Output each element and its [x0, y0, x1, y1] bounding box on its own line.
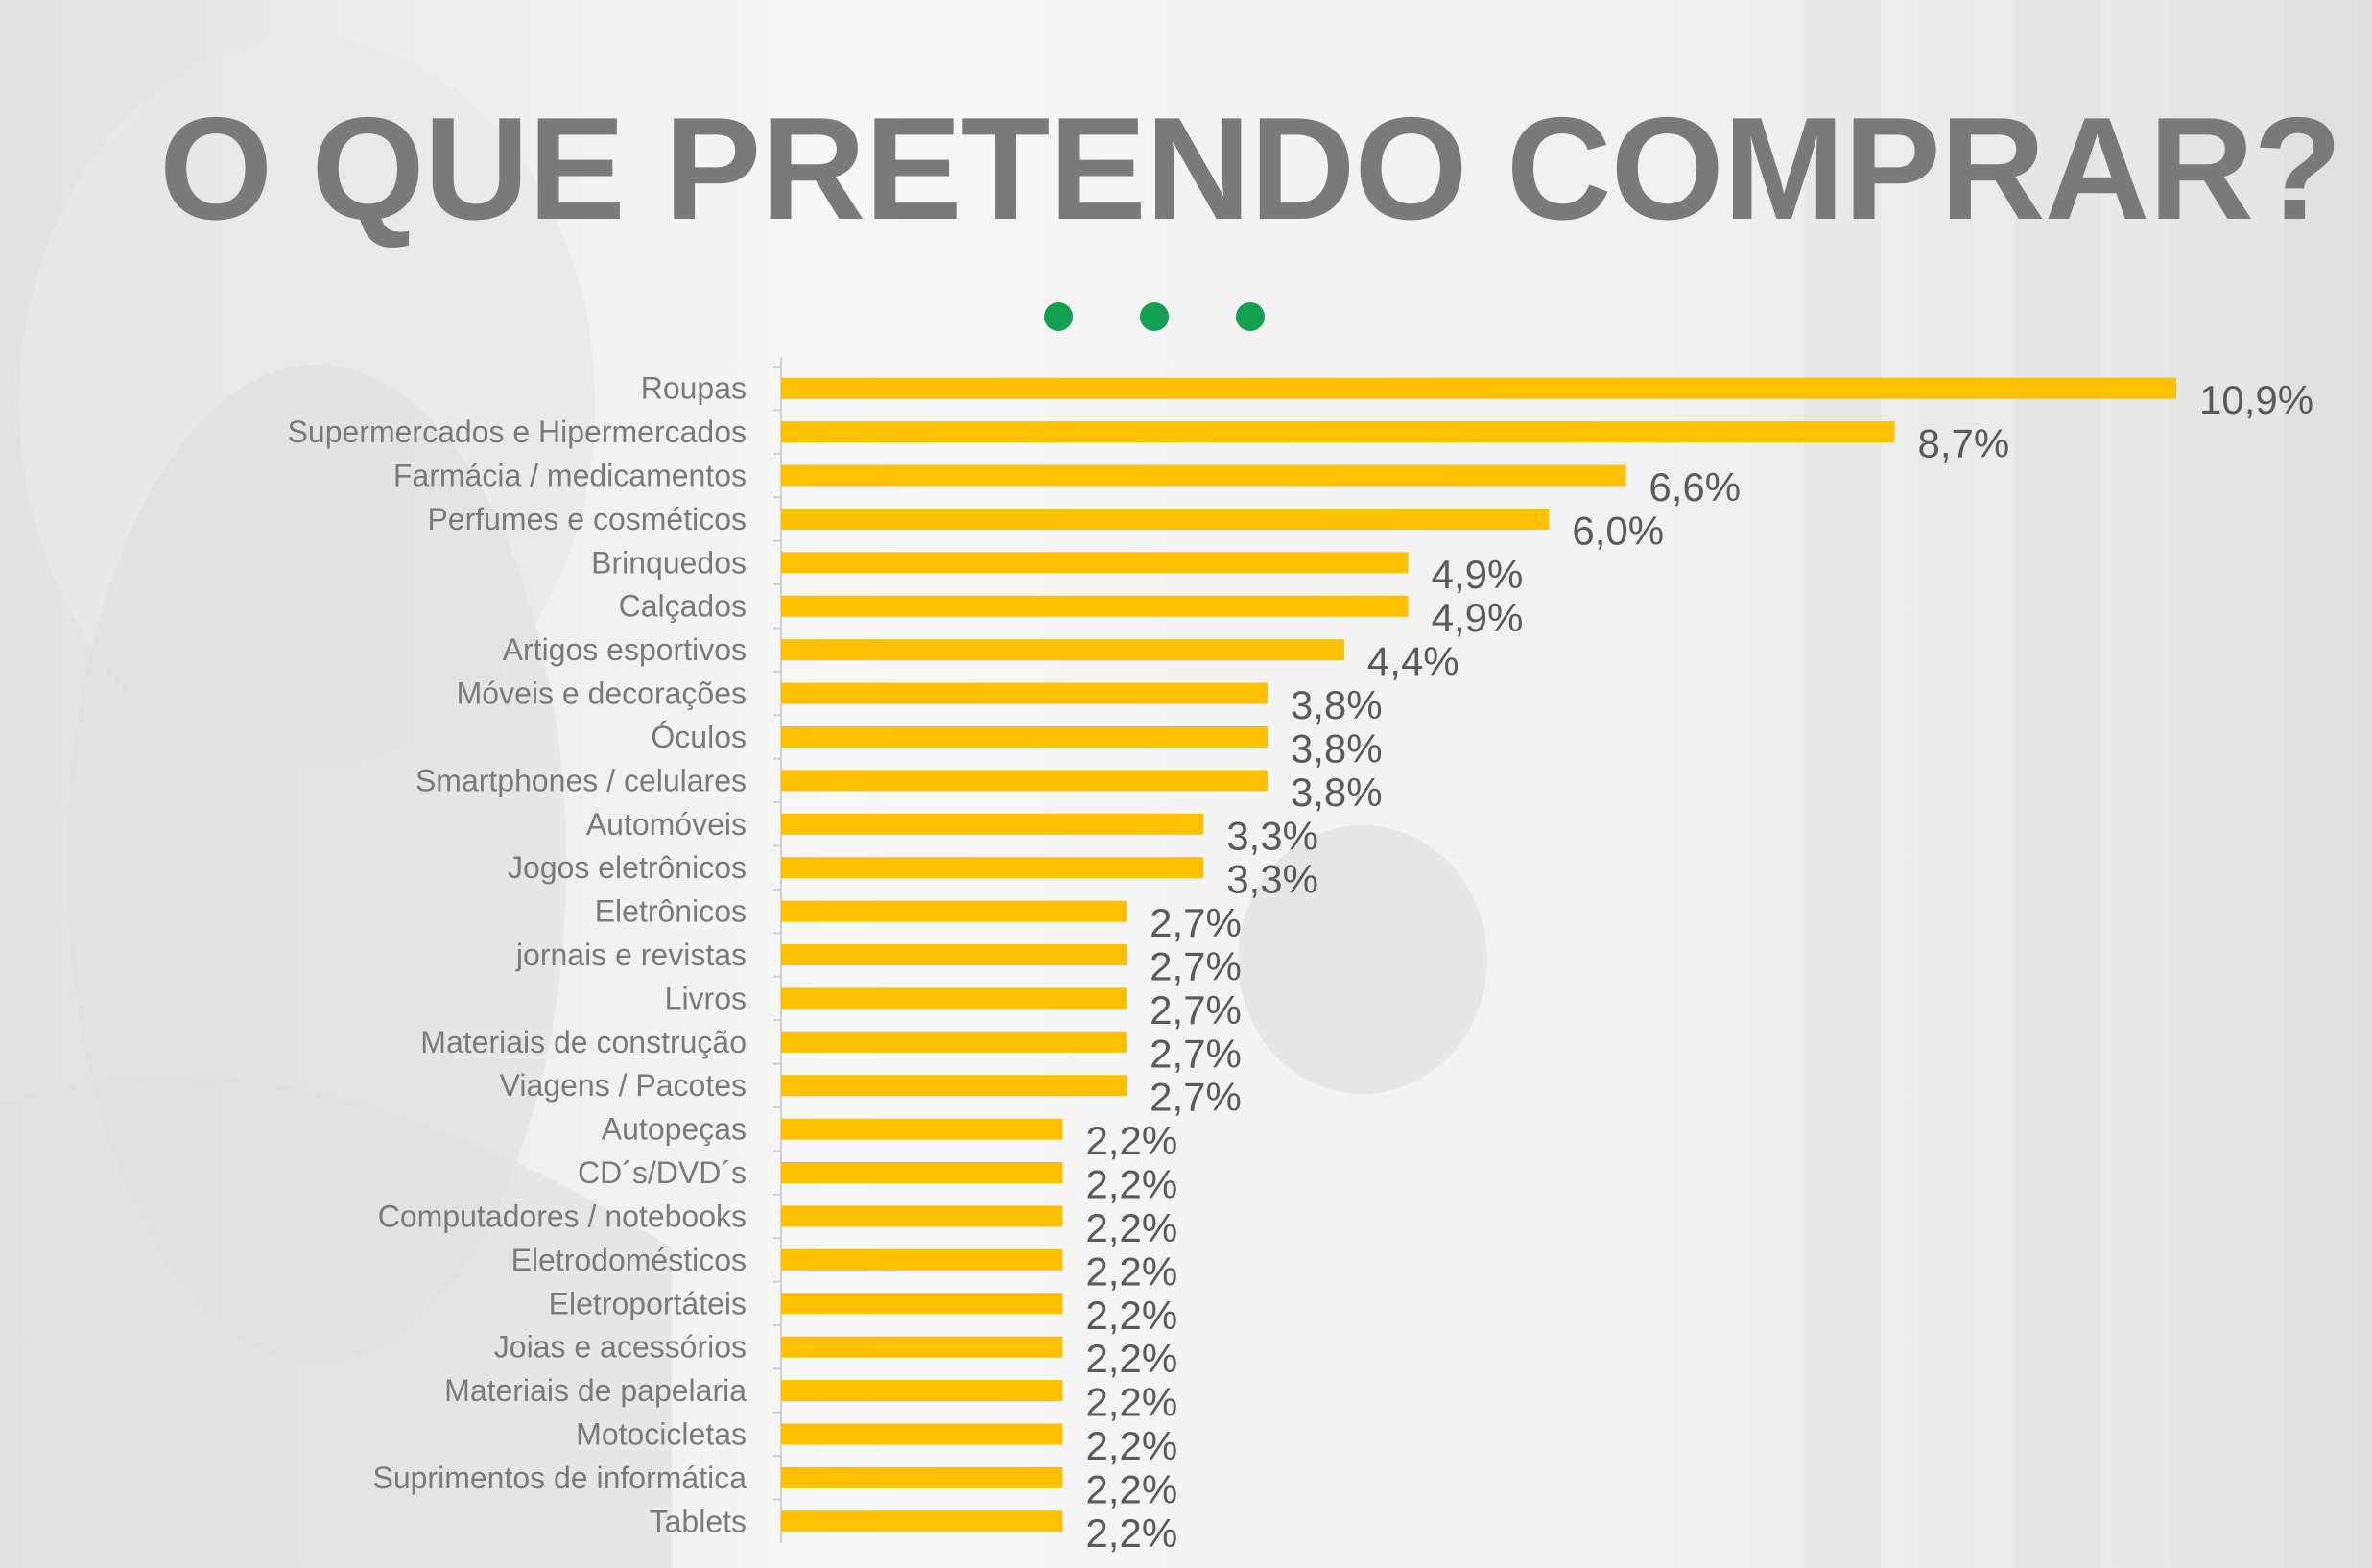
value-label: 2,2% [1085, 1336, 1177, 1381]
bar [781, 857, 1204, 879]
value-label: 2,7% [1150, 1031, 1242, 1076]
category-label: Automóveis [586, 807, 747, 842]
bar [781, 1031, 1127, 1053]
bar [781, 813, 1204, 835]
value-label: 3,3% [1226, 857, 1318, 902]
bar [781, 377, 2176, 399]
category-label: Materiais de papelaria [444, 1373, 747, 1408]
bar [781, 1293, 1063, 1315]
value-label: 2,7% [1150, 900, 1242, 945]
bar [781, 1423, 1063, 1445]
value-label: 3,8% [1291, 725, 1383, 771]
category-label: Farmácia / medicamentos [393, 459, 747, 493]
bar [781, 682, 1268, 704]
value-label: 10,9% [2199, 377, 2313, 422]
category-label: Artigos esportivos [503, 632, 747, 667]
category-label: Óculos [651, 720, 747, 754]
bar [781, 421, 1895, 443]
bar [781, 1380, 1063, 1402]
value-label: 2,2% [1085, 1380, 1177, 1425]
bar [781, 944, 1127, 965]
category-label: Viagens / Pacotes [500, 1068, 747, 1103]
category-label: Calçados [619, 589, 747, 624]
value-label: 6,6% [1649, 464, 1741, 510]
value-label: 6,0% [1572, 508, 1664, 553]
category-label: jornais e revistas [515, 938, 747, 972]
category-label: Roupas [641, 371, 747, 406]
category-label: Brinquedos [591, 545, 747, 580]
bar [781, 1205, 1063, 1227]
bar [781, 1248, 1063, 1271]
decorative-dot-2 [1140, 302, 1169, 331]
category-label: Smartphones / celulares [415, 763, 747, 797]
bar [781, 725, 1268, 748]
bar [781, 1510, 1063, 1532]
category-label: Eletrônicos [595, 894, 747, 929]
category-label: Suprimentos de informática [372, 1461, 747, 1495]
bar [781, 595, 1409, 617]
value-label: 4,4% [1367, 639, 1459, 684]
category-label: Perfumes e cosméticos [427, 502, 747, 536]
value-label: 3,8% [1291, 770, 1383, 815]
value-label: 4,9% [1432, 595, 1524, 640]
category-label: Autopeças [602, 1112, 747, 1147]
category-label: Joias e acessórios [494, 1330, 747, 1365]
category-label: CD´s/DVD´s [578, 1155, 747, 1190]
value-label: 4,9% [1432, 552, 1524, 597]
value-label: 2,2% [1085, 1466, 1177, 1511]
page-title: O QUE PRETENDO COMPRAR? [159, 87, 2342, 250]
decorative-dot-1 [1044, 302, 1073, 331]
bar [781, 508, 1550, 530]
value-label: 2,7% [1150, 1075, 1242, 1120]
category-label: Móveis e decorações [457, 677, 747, 711]
value-label: 2,2% [1085, 1423, 1177, 1468]
value-label: 2,2% [1085, 1162, 1177, 1207]
category-label: Tablets [650, 1504, 747, 1538]
value-label: 2,2% [1085, 1205, 1177, 1250]
category-label: Motocicletas [576, 1416, 747, 1451]
bar [781, 464, 1626, 487]
value-label: 3,8% [1291, 682, 1383, 727]
category-label: Eletrodomésticos [511, 1243, 747, 1277]
value-label: 2,2% [1085, 1510, 1177, 1556]
value-label: 2,7% [1150, 944, 1242, 989]
value-label: 2,2% [1085, 1118, 1177, 1163]
category-label: Supermercados e Hipermercados [288, 415, 747, 449]
bar [781, 900, 1127, 922]
bar [781, 1075, 1127, 1097]
bar [781, 987, 1127, 1010]
category-label: Materiais de construção [420, 1025, 747, 1059]
bar [781, 1162, 1063, 1184]
category-label: Computadores / notebooks [378, 1199, 747, 1233]
bar [781, 1466, 1063, 1488]
bar [781, 552, 1409, 574]
value-label: 2,7% [1150, 987, 1242, 1033]
bar [781, 1336, 1063, 1358]
category-label: Jogos eletrônicos [508, 850, 747, 885]
bar [781, 1118, 1063, 1140]
value-label: 8,7% [1918, 421, 2010, 466]
bar [781, 770, 1268, 792]
value-label: 2,2% [1085, 1293, 1177, 1338]
bar [781, 639, 1344, 661]
value-label: 2,2% [1085, 1248, 1177, 1294]
category-label: Livros [665, 981, 747, 1015]
category-label: Eletroportáteis [549, 1286, 747, 1320]
value-label: 3,3% [1226, 813, 1318, 858]
decorative-dot-3 [1236, 302, 1265, 331]
